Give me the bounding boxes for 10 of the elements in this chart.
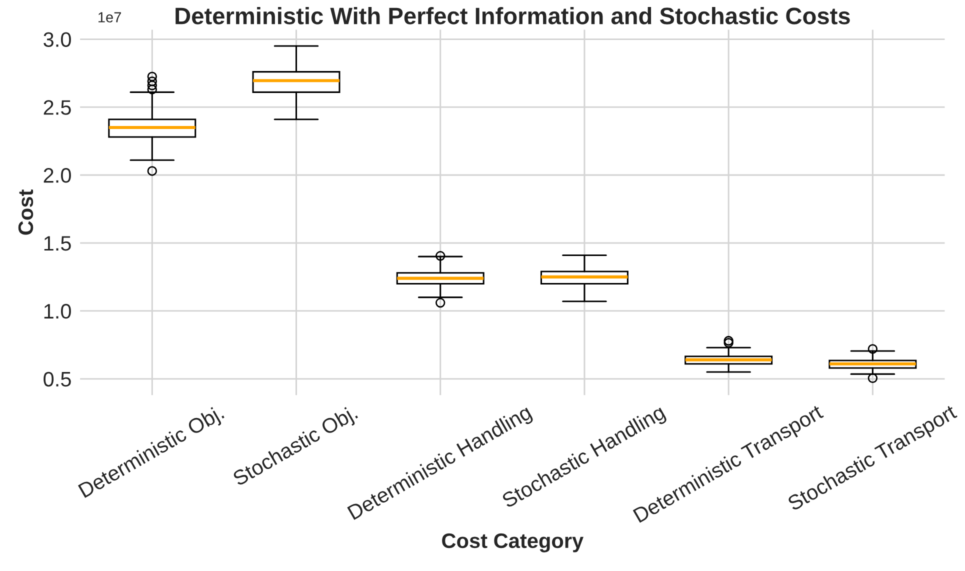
text: 1e7	[98, 12, 121, 22]
x-axis-title: Cost Category	[442, 533, 584, 552]
y-tick-label: 3.0	[44, 32, 71, 47]
chart-title: Deterministic With Perfect Information and Stochastic Costs	[176, 7, 850, 24]
y-tick-label: 2.5	[44, 100, 71, 115]
y-tick-label: 1.0	[44, 304, 71, 319]
y-tick-label: 0.5	[44, 372, 71, 387]
y-axis-title: Cost	[18, 190, 34, 235]
y-tick-label: 2.0	[44, 168, 71, 183]
y-tick-label: 1.5	[44, 236, 71, 251]
